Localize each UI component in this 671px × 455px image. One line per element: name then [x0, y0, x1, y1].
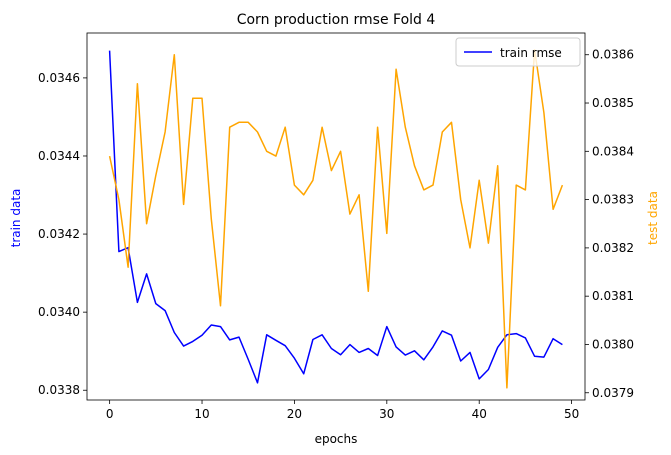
left-y-tick-label: 0.0338	[38, 383, 80, 397]
x-tick-label: 40	[472, 407, 487, 421]
series-line-test	[108, 49, 564, 389]
x-tick-label: 10	[194, 407, 209, 421]
right-y-tick-label: 0.0383	[592, 193, 634, 207]
right-y-tick-label: 0.0386	[592, 48, 634, 62]
right-y-axis-label: test data	[646, 191, 660, 245]
left-y-axis-label: train data	[9, 189, 23, 248]
left-y-tick-label: 0.0344	[38, 149, 80, 163]
right-y-tick-label: 0.0380	[592, 337, 634, 351]
right-y-tick-label: 0.0379	[592, 386, 634, 400]
legend-frame	[455, 37, 581, 67]
x-tick-label: 0	[106, 407, 114, 421]
x-axis-label: epochs	[315, 432, 358, 446]
series-line-train-rmse	[108, 50, 563, 384]
legend-label-train-rmse: train rmse	[500, 46, 562, 60]
left-y-tick-label: 0.0346	[38, 71, 80, 85]
x-tick-label: 50	[564, 407, 579, 421]
plot-area: 0 10 20 30 40 50 0.0338 0.0340 0.0342 0.0344 0.034…	[38, 32, 634, 421]
x-tick-label: 30	[379, 407, 394, 421]
axes-frame	[86, 32, 586, 401]
right-y-tick-label: 0.0381	[592, 289, 634, 303]
legend: train rmse	[455, 37, 581, 67]
x-tick-label: 20	[287, 407, 302, 421]
left-y-tick-label: 0.0340	[38, 305, 80, 319]
right-y-tick-label: 0.0384	[592, 144, 634, 158]
right-y-tick-label: 0.0382	[592, 241, 634, 255]
right-y-tick-label: 0.0385	[592, 96, 634, 110]
left-y-tick-label: 0.0342	[38, 227, 80, 241]
chart-title: Corn production rmse Fold 4	[237, 12, 436, 28]
